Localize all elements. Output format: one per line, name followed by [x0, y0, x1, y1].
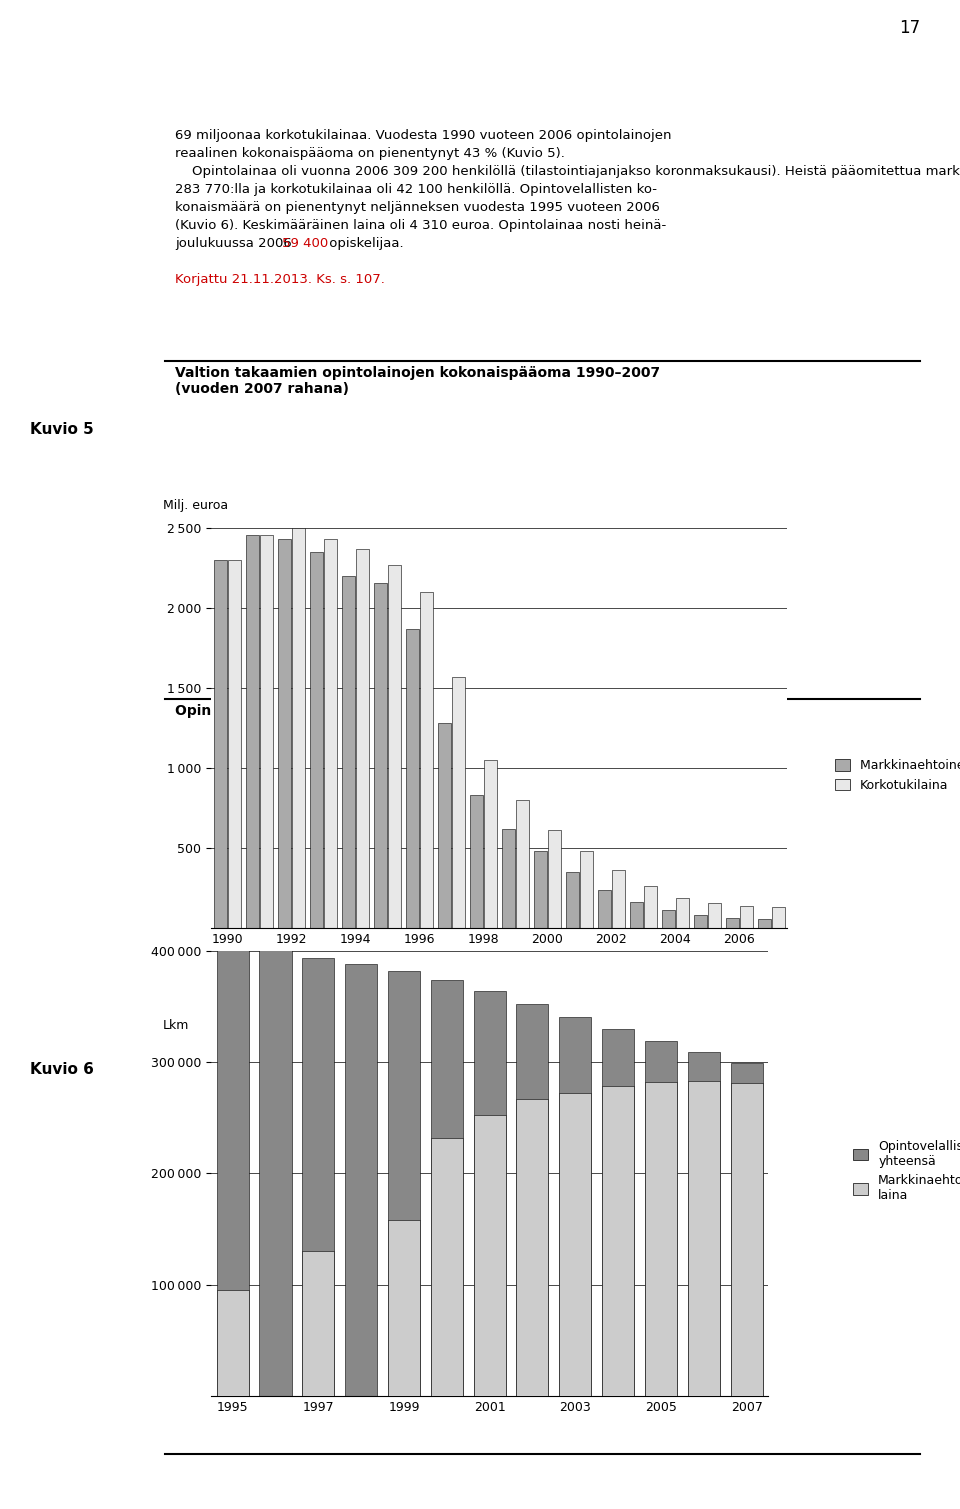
Text: Valtion takaamien opintolainojen kokonaispääoma 1990–2007
(vuoden 2007 rahana): Valtion takaamien opintolainojen kokonai…	[175, 367, 660, 397]
Bar	[644, 886, 657, 928]
Bar	[687, 1080, 720, 1396]
Bar	[388, 1219, 420, 1396]
Bar	[388, 564, 400, 928]
Bar	[388, 970, 420, 1396]
Bar	[630, 902, 642, 928]
Text: 283 770:lla ja korkotukilainaa oli 42 100 henkilöllä. Opintovelallisten ko-: 283 770:lla ja korkotukilainaa oli 42 10…	[175, 183, 657, 196]
Bar	[292, 528, 304, 928]
Bar	[431, 1138, 463, 1396]
Text: Kuvio 6: Kuvio 6	[30, 1061, 94, 1076]
Bar	[373, 582, 387, 928]
Bar	[302, 1251, 334, 1396]
Text: reaalinen kokonaispääoma on pienentynyt 43 % (Kuvio 5).: reaalinen kokonaispääoma on pienentynyt …	[175, 146, 564, 160]
Bar	[217, 914, 249, 1396]
Bar	[420, 592, 433, 928]
Bar	[342, 576, 354, 928]
Legend: Markkinaehtoinen laina, Korkotukilaina: Markkinaehtoinen laina, Korkotukilaina	[829, 754, 960, 797]
Bar	[708, 904, 721, 928]
Bar	[259, 945, 292, 1396]
Bar	[310, 552, 323, 928]
Text: Milj. euroa: Milj. euroa	[163, 499, 228, 512]
Bar	[580, 851, 592, 928]
Bar	[516, 1099, 548, 1396]
Bar	[559, 1093, 591, 1396]
Bar	[324, 539, 337, 928]
Bar	[645, 1041, 677, 1396]
Text: Lkm: Lkm	[163, 1019, 189, 1032]
Bar	[731, 1083, 762, 1396]
Bar	[661, 910, 675, 928]
Bar	[473, 991, 506, 1396]
Text: (Kuvio 6). Keskimääräinen laina oli 4 310 euroa. Opintolainaa nosti heinä-: (Kuvio 6). Keskimääräinen laina oli 4 31…	[175, 219, 666, 232]
Bar	[602, 1029, 635, 1396]
Text: Korjattu 21.11.2013. Ks. s. 107.: Korjattu 21.11.2013. Ks. s. 107.	[175, 273, 385, 287]
Bar	[565, 872, 579, 928]
Text: 59 400: 59 400	[282, 237, 328, 250]
Text: Opintolainaa oli vuonna 2006 309 200 henkilöllä (tilastointiajanjakso koronmaksu: Opintolainaa oli vuonna 2006 309 200 hen…	[175, 164, 960, 178]
Bar	[757, 919, 771, 928]
Bar	[438, 723, 450, 928]
Bar	[602, 1086, 635, 1396]
Bar	[431, 979, 463, 1396]
Text: Opintovelallisten lukumäärä 1995–2007: Opintovelallisten lukumäärä 1995–2007	[175, 705, 486, 718]
Bar	[645, 1082, 677, 1396]
Bar	[214, 560, 227, 928]
Bar	[484, 761, 496, 928]
Bar	[516, 1003, 548, 1396]
Bar	[260, 534, 273, 928]
Bar	[772, 907, 784, 928]
Bar	[469, 795, 483, 928]
Bar	[516, 800, 529, 928]
Bar	[302, 958, 334, 1396]
Bar	[356, 549, 369, 928]
Bar	[612, 869, 625, 928]
Text: Kuvio 5: Kuvio 5	[30, 421, 94, 436]
Bar	[246, 534, 258, 928]
Text: opiskelijaa.: opiskelijaa.	[325, 237, 403, 250]
Bar	[452, 678, 465, 928]
Bar	[598, 890, 611, 928]
Legend: Opintovelalliset
yhteensä, Markkinaehtoinen
laina: Opintovelalliset yhteensä, Markkinaehtoi…	[849, 1135, 960, 1207]
Bar	[694, 916, 707, 928]
Bar	[473, 1115, 506, 1396]
Bar	[726, 917, 738, 928]
Text: konaismäärä on pienentynyt neljänneksen vuodesta 1995 vuoteen 2006: konaismäärä on pienentynyt neljänneksen …	[175, 201, 660, 214]
Bar	[277, 539, 291, 928]
Bar	[217, 1290, 249, 1396]
Bar	[740, 905, 753, 928]
Bar	[676, 898, 688, 928]
Bar	[559, 1017, 591, 1396]
Bar	[687, 1052, 720, 1396]
Bar	[406, 629, 419, 928]
Bar	[228, 560, 241, 928]
Bar	[548, 830, 561, 928]
Bar	[502, 828, 515, 928]
Bar	[345, 964, 377, 1396]
Text: joulukuussa 2006: joulukuussa 2006	[175, 237, 296, 250]
Text: 69 miljoonaa korkotukilainaa. Vuodesta 1990 vuoteen 2006 opintolainojen: 69 miljoonaa korkotukilainaa. Vuodesta 1…	[175, 128, 671, 142]
Bar	[731, 1062, 762, 1396]
Text: 17: 17	[899, 20, 920, 38]
Bar	[534, 851, 546, 928]
